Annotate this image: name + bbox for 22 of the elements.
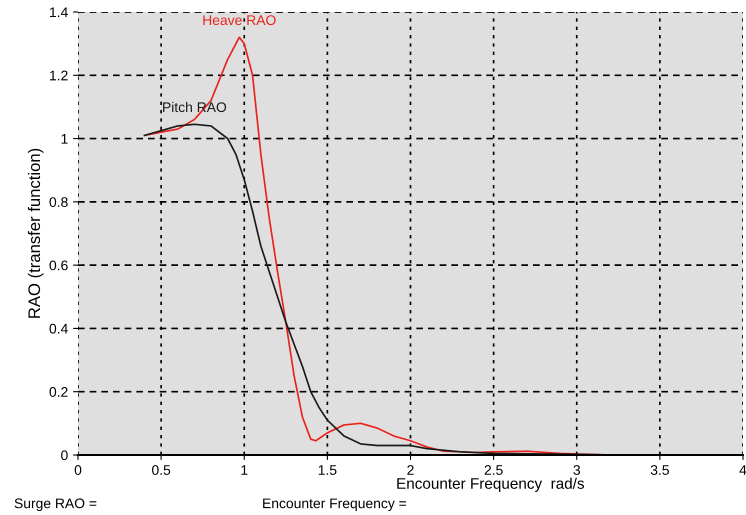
x-tick-label: 1.5 [318, 465, 336, 475]
y-tick-label: 1.2 [50, 70, 68, 80]
text: Encounter Frequency = [263, 498, 406, 511]
y-tick-label: 0.4 [50, 324, 68, 334]
x-tick-label: 1 [241, 465, 248, 475]
x-tick-label: 4 [739, 465, 746, 475]
x-axis-title: Encounter Frequency rad/s [397, 478, 584, 492]
series-label: Heave RAO [203, 15, 276, 26]
y-tick-label: 0.8 [50, 197, 68, 208]
x-tick-label: 2.5 [484, 465, 503, 475]
x-tick-label: 0.5 [152, 465, 170, 475]
y-tick-label: 0.6 [50, 260, 68, 270]
y-tick-label: 0 [61, 450, 68, 460]
x-tick-label: 2 [407, 465, 414, 475]
y-tick-label: 1.4 [50, 7, 68, 18]
text: Surge RAO = [14, 498, 96, 511]
x-tick-label: 3.5 [650, 465, 669, 475]
x-tick-label: 3 [573, 465, 580, 475]
y-tick-label: 0.2 [50, 387, 68, 397]
y-axis-title: RAO (transfer function) [28, 148, 44, 318]
y-tick-label: 1 [62, 134, 68, 144]
x-tick-label: 0 [74, 465, 82, 475]
